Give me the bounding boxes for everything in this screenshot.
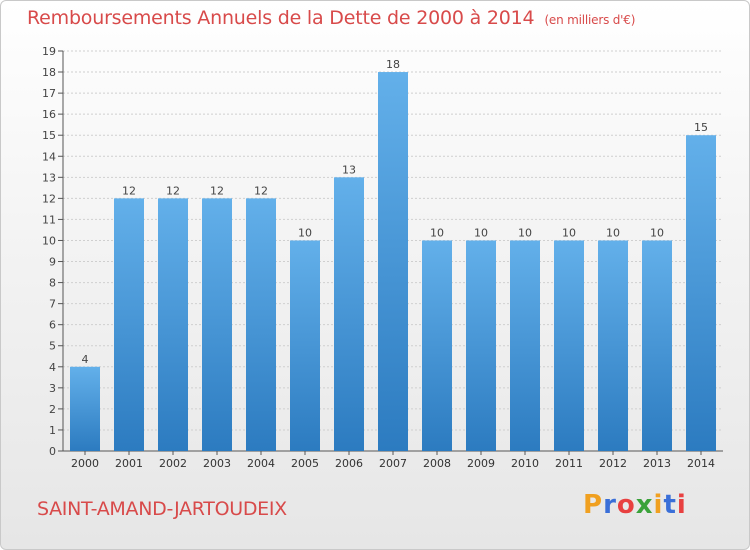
logo-letter: i (653, 490, 664, 520)
logo-letter: i (676, 490, 687, 520)
logo-letter: x (635, 490, 654, 520)
bar-2001 (114, 198, 144, 451)
bar-2009 (466, 240, 496, 451)
bar-2000 (70, 366, 100, 451)
x-tick-label-2005: 2005 (291, 457, 319, 470)
x-tick-label-2002: 2002 (159, 457, 187, 470)
logo-letter: P (583, 490, 604, 520)
value-label-2009: 10 (474, 226, 488, 239)
bar-2003 (202, 198, 232, 451)
value-label-2010: 10 (518, 226, 532, 239)
bar-2004 (246, 198, 276, 451)
y-tick-label: 8 (49, 277, 56, 290)
value-label-2006: 13 (342, 163, 356, 176)
x-tick-label-2004: 2004 (247, 457, 275, 470)
chart-title: Remboursements Annuels de la Dette de 20… (27, 7, 635, 29)
y-tick-label: 0 (49, 445, 56, 458)
x-tick-label-2003: 2003 (203, 457, 231, 470)
x-tick-label-2012: 2012 (599, 457, 627, 470)
x-tick-label-2014: 2014 (687, 457, 715, 470)
value-label-2000: 4 (82, 353, 89, 366)
unit-note: (en milliers d'€) (544, 13, 636, 27)
bar-2012 (598, 240, 628, 451)
value-label-2002: 12 (166, 184, 180, 197)
x-tick-label-2006: 2006 (335, 457, 363, 470)
y-tick-label: 4 (49, 361, 56, 374)
value-label-2003: 12 (210, 184, 224, 197)
logo-letter: o (616, 490, 636, 520)
bar-2010 (510, 240, 540, 451)
bar-2007 (378, 72, 408, 451)
x-tick-label-2010: 2010 (511, 457, 539, 470)
value-label-2012: 10 (606, 226, 620, 239)
x-tick-label-2009: 2009 (467, 457, 495, 470)
value-label-2005: 10 (298, 226, 312, 239)
bar-2002 (158, 198, 188, 451)
bar-chart: 0123456789101112131415161718194200012200… (42, 45, 723, 470)
y-tick-label: 13 (42, 171, 56, 184)
value-label-2011: 10 (562, 226, 576, 239)
value-label-2001: 12 (122, 184, 136, 197)
y-tick-label: 14 (42, 150, 56, 163)
bar-2013 (642, 240, 672, 451)
y-tick-label: 7 (49, 298, 56, 311)
y-tick-label: 16 (42, 108, 56, 121)
y-tick-label: 19 (42, 45, 56, 58)
y-tick-label: 6 (49, 319, 56, 332)
labels: 0123456789101112131415161718194200012200… (42, 45, 715, 470)
bar-2008 (422, 240, 452, 451)
value-label-2007: 18 (386, 58, 400, 71)
value-label-2013: 10 (650, 226, 664, 239)
y-tick-label: 1 (49, 424, 56, 437)
value-label-2008: 10 (430, 226, 444, 239)
x-tick-label-2000: 2000 (71, 457, 99, 470)
y-tick-label: 12 (42, 192, 56, 205)
x-tick-label-2001: 2001 (115, 457, 143, 470)
y-tick-label: 11 (42, 213, 56, 226)
x-tick-label-2011: 2011 (555, 457, 583, 470)
bar-2014 (686, 135, 716, 452)
x-tick-label-2008: 2008 (423, 457, 451, 470)
y-tick-label: 2 (49, 403, 56, 416)
y-tick-label: 9 (49, 256, 56, 269)
city-name: SAINT-AMAND-JARTOUDEIX (37, 498, 287, 520)
proxiti-logo[interactable]: Proxiti (583, 490, 687, 520)
logo-letter: t (663, 490, 677, 520)
y-tick-label: 10 (42, 234, 56, 247)
bar-2006 (334, 177, 364, 451)
x-tick-label-2013: 2013 (643, 457, 671, 470)
bar-2011 (554, 240, 584, 451)
y-tick-label: 3 (49, 382, 56, 395)
y-tick-label: 5 (49, 340, 56, 353)
bars (70, 72, 716, 452)
value-label-2014: 15 (694, 121, 708, 134)
title-text: Remboursements Annuels de la Dette de 20… (27, 7, 535, 29)
x-tick-label-2007: 2007 (379, 457, 407, 470)
y-tick-label: 15 (42, 129, 56, 142)
y-tick-label: 18 (42, 66, 56, 79)
y-tick-label: 17 (42, 87, 56, 100)
bar-2005 (290, 240, 320, 451)
value-label-2004: 12 (254, 184, 268, 197)
logo-letter: r (603, 490, 617, 520)
